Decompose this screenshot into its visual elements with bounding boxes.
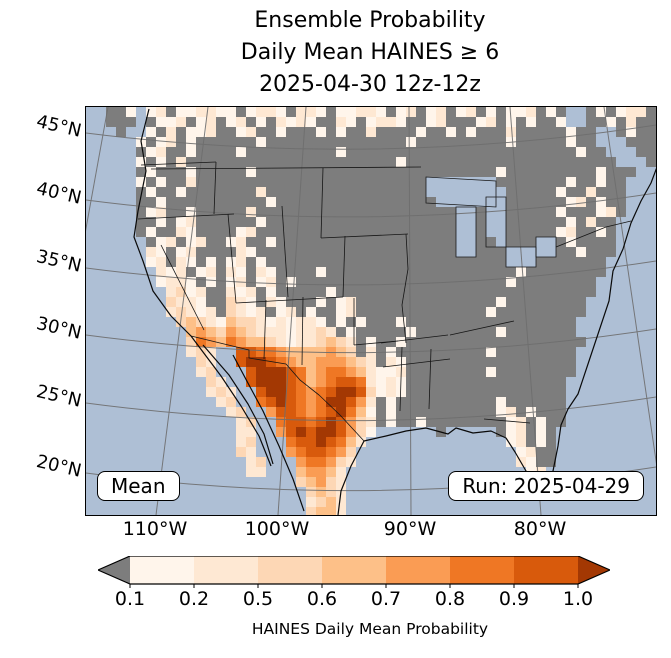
x-tick-label: 90°W xyxy=(383,518,437,540)
y-tick-label: 40°N xyxy=(34,178,84,209)
lake-outlines xyxy=(425,176,557,268)
colorbar-tick-label: 0.5 xyxy=(242,588,274,610)
colorbar xyxy=(96,555,612,588)
probability-map xyxy=(86,107,656,515)
title-line-1: Ensemble Probability xyxy=(254,8,486,33)
probability-grid xyxy=(106,107,656,515)
y-tick-label: 30°N xyxy=(34,313,84,344)
y-tick-label: 25°N xyxy=(34,381,84,412)
mean-annotation-label: Mean xyxy=(111,474,166,498)
colorbar-tick-label: 0.9 xyxy=(498,588,530,610)
colorbar-tick-label: 0.8 xyxy=(434,588,466,610)
title-line-3: 2025-04-30 12z-12z xyxy=(259,72,481,97)
x-tick-label: 80°W xyxy=(513,518,567,540)
run-annotation-box: Run: 2025-04-29 xyxy=(448,471,644,501)
colorbar-tick-label: 0.7 xyxy=(370,588,402,610)
mean-annotation-box: Mean xyxy=(97,471,180,501)
y-tick-label: 45°N xyxy=(34,111,84,142)
y-tick-label: 35°N xyxy=(34,246,84,277)
x-tick-label: 110°W xyxy=(122,518,188,540)
x-tick-label: 100°W xyxy=(244,518,310,540)
y-tick-label: 20°N xyxy=(34,451,84,482)
title-line-2: Daily Mean HAINES ≥ 6 xyxy=(240,40,500,65)
graticule xyxy=(86,107,656,515)
coastlines xyxy=(133,108,656,515)
colorbar-svg xyxy=(96,555,612,588)
colorbar-tick-label: 1.0 xyxy=(562,588,594,610)
colorbar-tick-label: 0.6 xyxy=(306,588,338,610)
colorbar-tick-label: 0.2 xyxy=(178,588,210,610)
plot-title: Ensemble Probability Daily Mean HAINES ≥… xyxy=(85,5,655,101)
map-axes: Mean Run: 2025-04-29 xyxy=(85,106,657,516)
run-annotation-label: Run: 2025-04-29 xyxy=(462,474,630,498)
colorbar-label: HAINES Daily Mean Probability xyxy=(251,620,489,638)
colorbar-tick-label: 0.1 xyxy=(114,588,146,610)
state-borders xyxy=(137,161,632,442)
